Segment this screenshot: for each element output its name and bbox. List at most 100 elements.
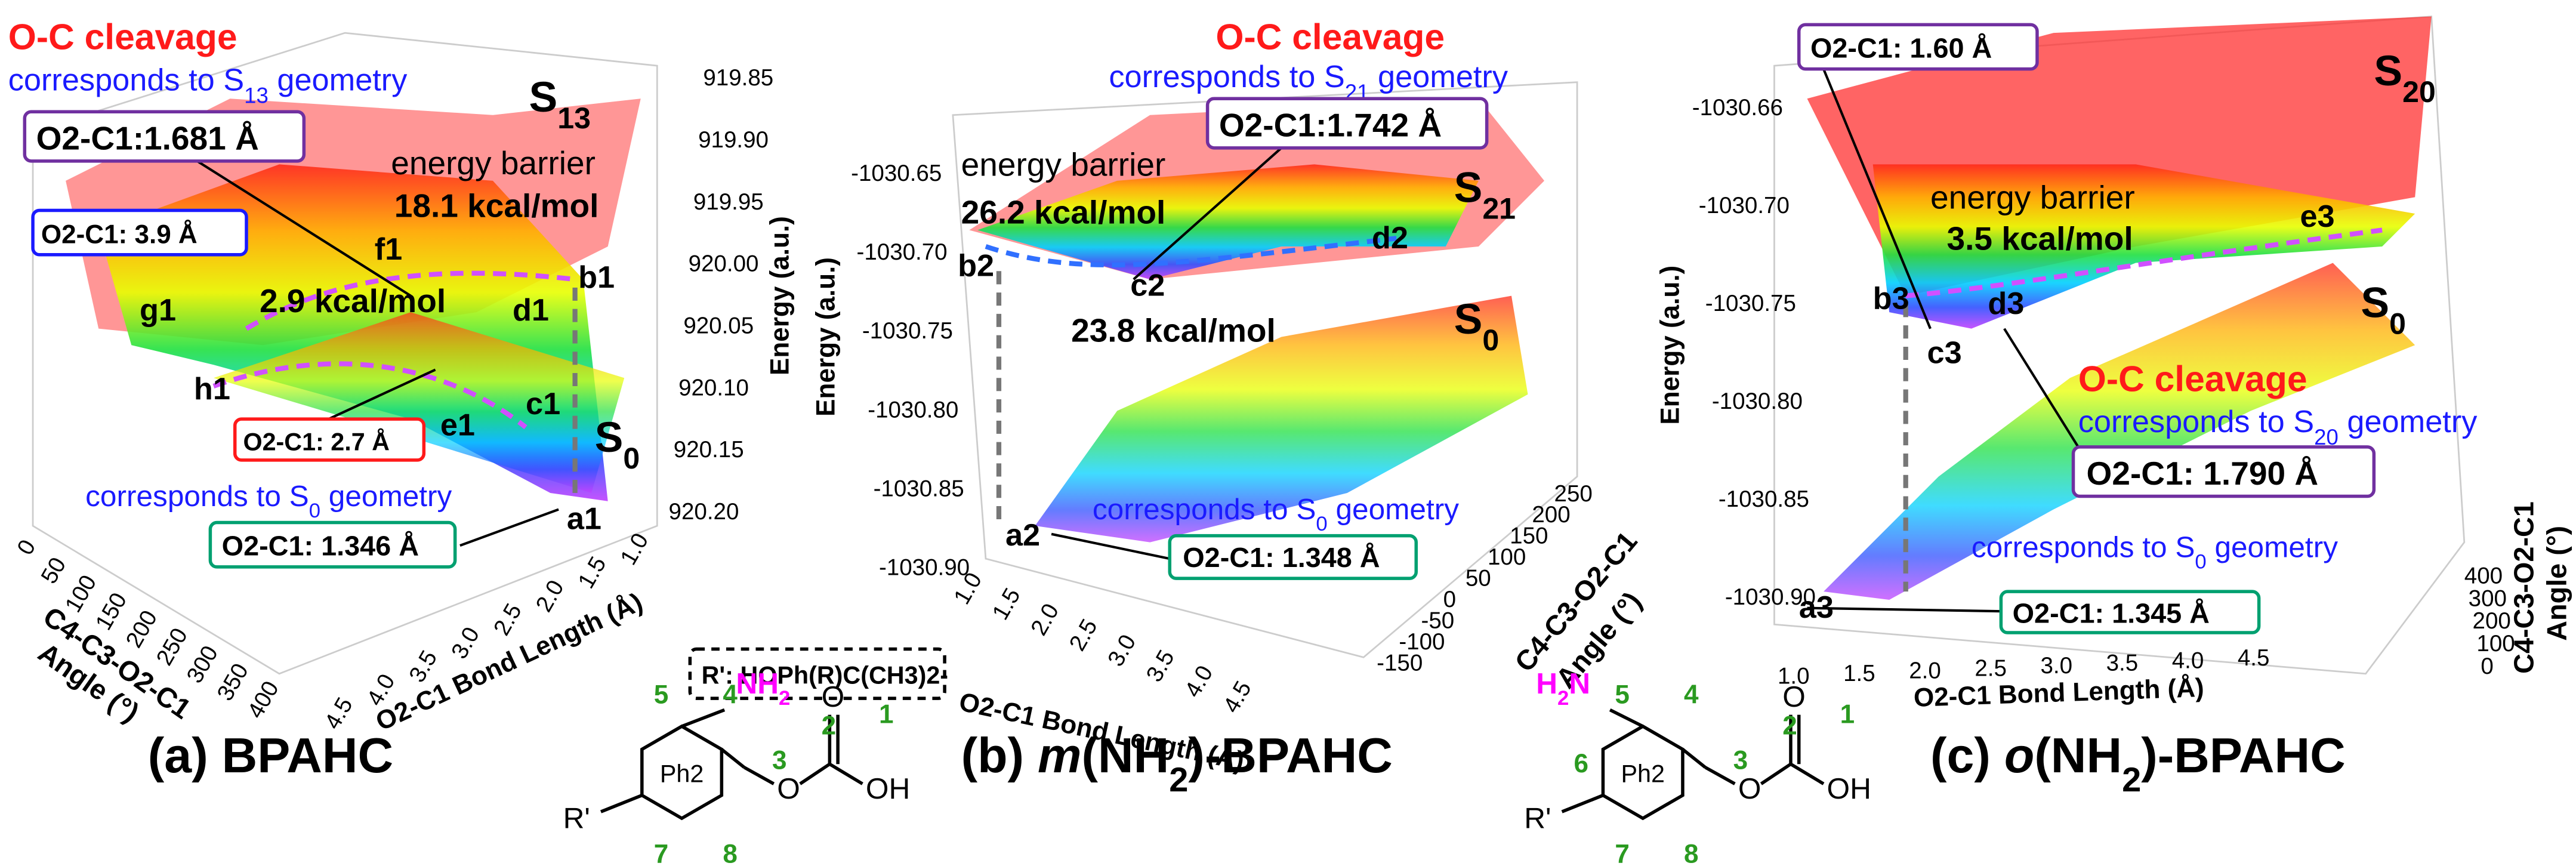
text-part: 13: [557, 101, 591, 135]
tick-label: 100: [1488, 544, 1526, 570]
label-box: [2071, 445, 2376, 498]
label: H2N: [1536, 667, 1590, 710]
tick-label: -1030.85: [874, 476, 964, 501]
label: 2: [1782, 711, 1797, 741]
tick-label: 1.0: [1778, 663, 1810, 689]
label: O2-C1:1.742 Å: [1219, 107, 1442, 144]
label: e3: [2300, 199, 2334, 234]
text-part: 2: [2122, 761, 2141, 799]
label: O2-C1:1.681 Å: [36, 120, 259, 157]
tick-label: 250: [152, 624, 193, 670]
label: c1: [526, 387, 560, 421]
label: 26.2 kcal/mol: [961, 193, 1166, 230]
text-part: 20: [2314, 425, 2339, 449]
label: O2-C1: 1.60 Å: [1810, 32, 1992, 63]
label: O2-C1 Bond Length (Å): [1913, 673, 2204, 713]
label: S13: [529, 73, 591, 135]
text-part: corresponds to S: [8, 63, 244, 97]
label: 2: [822, 711, 837, 741]
tick-label: 920.05: [683, 313, 754, 339]
tick-label: 200: [2473, 608, 2511, 634]
text-part: corresponds to S: [85, 479, 309, 513]
tick-label: 300: [182, 642, 223, 688]
label: R': HOPh(R)C(CH3)2-: [702, 661, 948, 689]
label: g1: [140, 293, 176, 328]
label: R': [1524, 802, 1551, 835]
label: 5: [654, 680, 669, 709]
label: 1: [879, 699, 893, 729]
label: O: [777, 772, 800, 805]
label: corresponds to S0 geometry: [85, 479, 452, 522]
text-part: o: [2004, 728, 2034, 783]
label-box: [1999, 590, 2261, 634]
label: 18.1 kcal/mol: [394, 187, 599, 224]
tick-label: 1.5: [988, 584, 1026, 624]
tick-label: 920.10: [678, 375, 749, 400]
bond: [600, 794, 643, 813]
tick-label: 2.0: [1909, 658, 1941, 684]
tick-label: 1.5: [1843, 661, 1875, 686]
text-part: (NH: [2034, 728, 2122, 783]
tick-label: 919.95: [693, 189, 764, 215]
text-part: 0: [1482, 323, 1499, 357]
label: O2-C1: 3.9 Å: [41, 220, 198, 249]
text-part: S: [1454, 295, 1483, 343]
label: O: [1782, 680, 1806, 713]
label: O2-C1: 1.346 Å: [222, 531, 419, 562]
label: 2.9 kcal/mol: [260, 282, 446, 319]
path-dashed: [985, 236, 1397, 267]
label: 8: [723, 839, 738, 866]
path-dashed: [212, 270, 576, 430]
text-part: 0: [309, 500, 320, 522]
label: S0: [2361, 279, 2406, 340]
tick-label: 0: [12, 535, 41, 559]
tick-label: 1.5: [573, 552, 611, 593]
label: S20: [2374, 47, 2435, 109]
surface-s0: [1824, 263, 2415, 600]
label: O-C cleavage: [8, 17, 237, 57]
tick-label: 4.5: [2238, 645, 2270, 671]
text-part: S: [2374, 47, 2402, 95]
bond: [1609, 708, 1644, 728]
label: C4-C3-O2-C1: [2508, 501, 2539, 674]
tick-label: 250: [1554, 481, 1593, 507]
text-part: S: [529, 73, 558, 121]
tick-label: 150: [91, 588, 132, 634]
text-part: corresponds to S: [1109, 60, 1344, 94]
tick-label: 400: [2464, 563, 2503, 588]
tick-label: 150: [1510, 523, 1548, 549]
label: OH: [1827, 772, 1871, 805]
text-part: (c): [1930, 728, 2004, 783]
label-box: [1168, 534, 1418, 580]
tick-label: 3.0: [2040, 653, 2072, 679]
label-box: [31, 208, 248, 257]
surface-rainbow: [977, 164, 1479, 280]
label: corresponds to S0 geometry: [1972, 530, 2338, 573]
tick-label: 4.0: [2172, 648, 2204, 673]
axis-box: [952, 81, 1578, 658]
label: O2-C1: 1.790 Å: [2087, 455, 2319, 492]
bond: [720, 748, 745, 769]
text-part: 21: [1482, 192, 1516, 226]
tick-label: 3.0: [446, 622, 485, 663]
bond: [681, 708, 726, 728]
tick-label: 920.15: [674, 437, 744, 463]
label: 1: [1840, 699, 1855, 729]
tick-label: -1030.75: [862, 318, 953, 344]
tick-label: 300: [2469, 585, 2507, 611]
bond: [1704, 766, 1736, 785]
tick-label: -1030.80: [1712, 389, 1803, 414]
label: (a) BPAHC: [148, 728, 393, 783]
label: c2: [1130, 269, 1165, 303]
label: energy barrier: [1930, 179, 2135, 216]
label: OH: [866, 772, 910, 805]
surfaces: [32, 16, 2466, 675]
tick-label: 0: [2481, 654, 2493, 679]
text-part: 2: [779, 687, 790, 710]
tick-label: -1030.70: [1699, 193, 1790, 218]
tick-label: 4.0: [1180, 661, 1218, 702]
label: O-C cleavage: [2078, 358, 2307, 399]
label: c3: [1927, 335, 1961, 370]
text-part: )-BPAHC: [1188, 728, 1393, 783]
label-box: [688, 647, 946, 700]
